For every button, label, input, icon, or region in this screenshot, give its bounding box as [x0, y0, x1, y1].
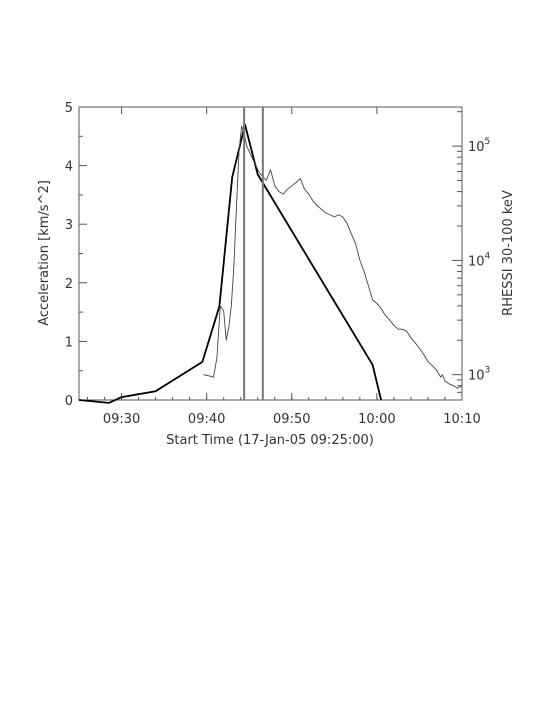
y-axis-label: Acceleration [km/s^2]: [37, 180, 52, 326]
marker-lines: [243, 107, 264, 400]
x-tick-label: 09:50: [273, 412, 310, 427]
y-tick-label: 5: [65, 101, 73, 116]
y2-tick-label: 104: [468, 251, 491, 269]
x-tick-label: 09:30: [103, 412, 140, 427]
rhessi-series-line: [203, 125, 463, 389]
y-tick-label: 4: [65, 160, 73, 175]
x-axis-label: Start Time (17-Jan-05 09:25:00): [166, 433, 374, 448]
y-tick-label: 2: [65, 277, 73, 292]
acceleration-series-line: [78, 123, 382, 404]
axis-ticks: 09:30 09:40 09:50 10:00 10:10 0 1 2 3 4 5 103 104 105: [65, 101, 491, 427]
y2-tick-label: 103: [468, 366, 490, 384]
series-layer: [78, 123, 463, 404]
plot-frame: [78, 106, 463, 401]
x-tick-label: 10:10: [443, 412, 480, 427]
y2-tick-label: 105: [468, 137, 490, 155]
y-tick-label: 0: [65, 394, 73, 409]
x-tick-label: 09:40: [188, 412, 225, 427]
y2-axis-label: RHESSI 30-100 keV: [501, 190, 516, 316]
y-tick-label: 1: [65, 335, 73, 350]
y-tick-label: 3: [65, 218, 73, 233]
x-tick-label: 10:00: [358, 412, 395, 427]
